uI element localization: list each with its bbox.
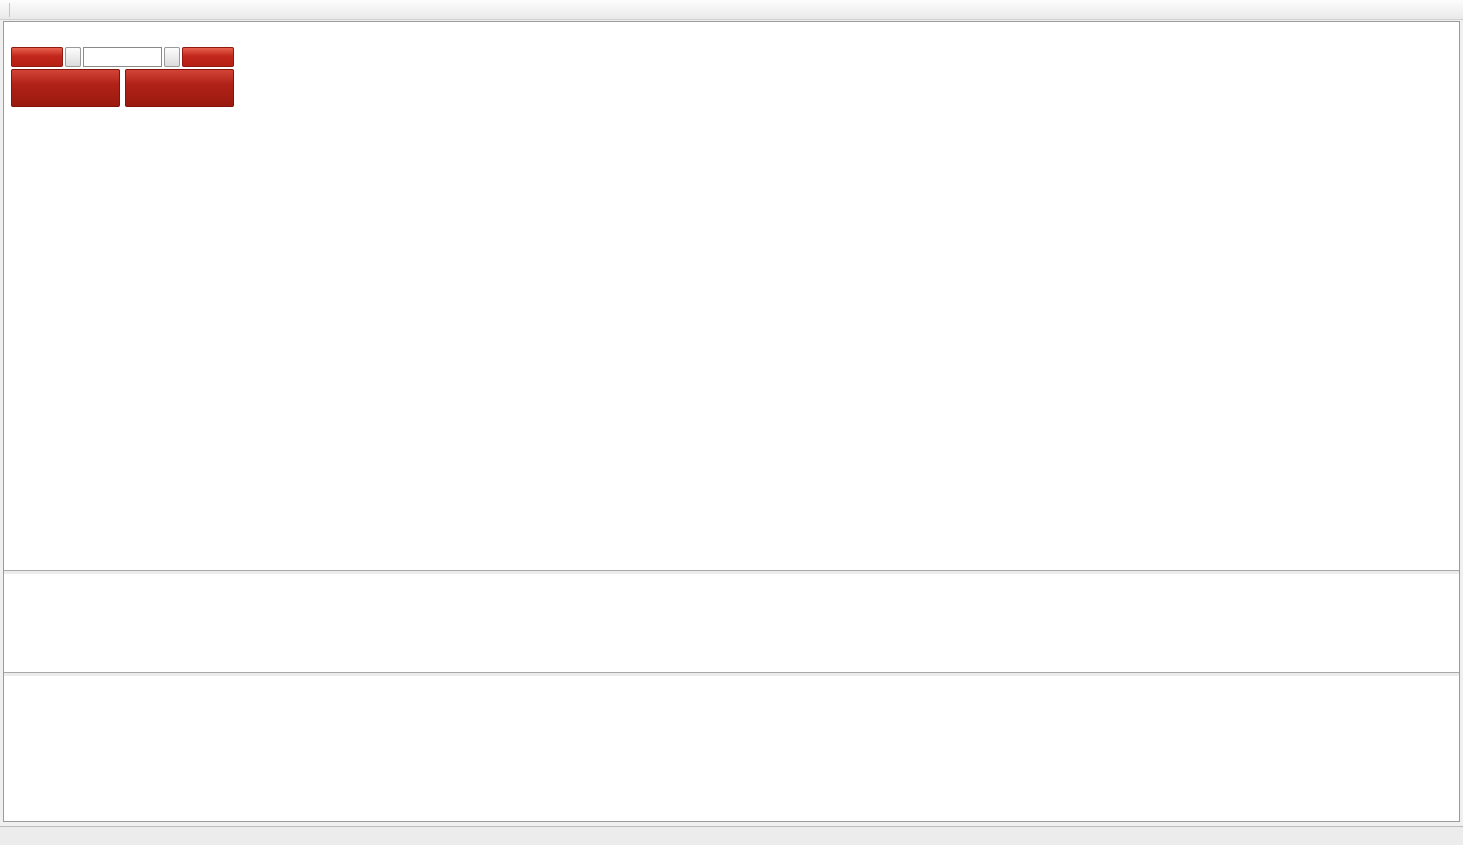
panel-splitter[interactable] (4, 570, 1459, 575)
one-click-prices (11, 69, 234, 107)
rsi-panel[interactable] (4, 677, 1459, 802)
buy-price-display[interactable] (125, 69, 234, 107)
panel-splitter[interactable] (4, 672, 1459, 677)
sell-button[interactable] (11, 47, 63, 67)
chart-tab-bar (0, 826, 1463, 845)
one-click-controls (11, 47, 234, 67)
volume-decrease-button[interactable] (65, 47, 81, 67)
toolbar-separator (9, 2, 10, 17)
sell-price-display[interactable] (11, 69, 120, 107)
time-axis[interactable] (4, 802, 1459, 821)
one-click-trading-panel (11, 47, 234, 107)
volume-input[interactable] (83, 47, 162, 67)
buy-button[interactable] (182, 47, 234, 67)
chart-window (3, 21, 1460, 822)
volume-increase-button[interactable] (164, 47, 180, 67)
macd-panel[interactable] (4, 575, 1459, 672)
timeframe-toolbar (0, 0, 1463, 20)
